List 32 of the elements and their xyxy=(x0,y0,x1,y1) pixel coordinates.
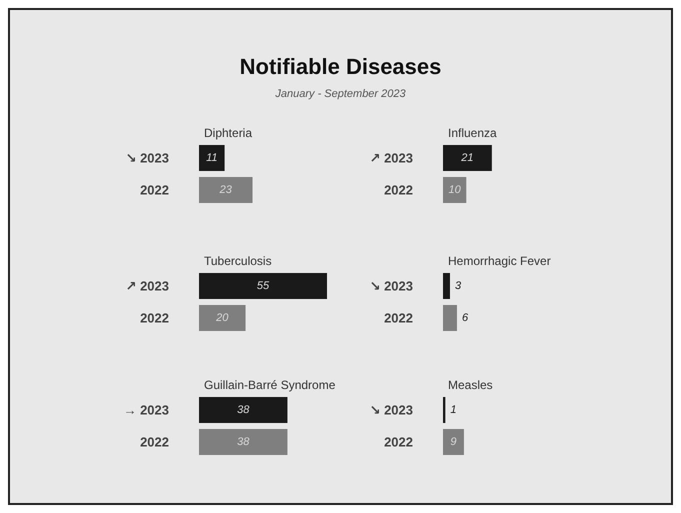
y-tick-label: 2022 xyxy=(384,310,413,326)
y-tick-label: ↘ 2023 xyxy=(126,150,169,166)
data-label: 38 xyxy=(237,404,250,416)
y-tick-label: ↘ 2023 xyxy=(370,278,413,294)
data-label: 23 xyxy=(218,184,233,196)
y-tick-label: ↗ 2023 xyxy=(370,150,413,166)
y-tick-label: 2022 xyxy=(140,310,169,326)
chart-title: Tuberculosis xyxy=(204,254,272,268)
data-label: 11 xyxy=(206,152,218,164)
y-tick-label: 2022 xyxy=(384,434,413,450)
chart-title: Influenza xyxy=(448,126,498,140)
data-label: 9 xyxy=(450,436,457,448)
y-tick-label: → 2023 xyxy=(123,402,169,418)
chart-title: Guillain-Barré Syndrome xyxy=(204,378,336,392)
data-label: 38 xyxy=(237,436,250,448)
text: January - September 2023 xyxy=(274,88,407,100)
data-label: 55 xyxy=(256,280,270,292)
y-tick-label: 2022 xyxy=(384,182,413,198)
data-label: 21 xyxy=(460,152,474,164)
y-tick-label: ↗ 2023 xyxy=(126,278,169,294)
data-label: 3 xyxy=(454,280,462,292)
chart-title: Diphteria xyxy=(204,126,252,140)
y-tick-label: 2022 xyxy=(140,434,169,450)
data-label: 10 xyxy=(448,184,462,196)
data-label: 6 xyxy=(462,312,469,324)
y-tick-label: 2022 xyxy=(140,182,169,198)
data-label: 1 xyxy=(450,404,456,416)
text: Hemorrhagic Fever xyxy=(448,254,551,268)
y-tick-label: ↘ 2023 xyxy=(370,402,413,418)
data-label: 20 xyxy=(215,312,230,324)
text: Notifiable Diseases xyxy=(238,54,442,80)
chart-title: Measles xyxy=(448,378,493,392)
